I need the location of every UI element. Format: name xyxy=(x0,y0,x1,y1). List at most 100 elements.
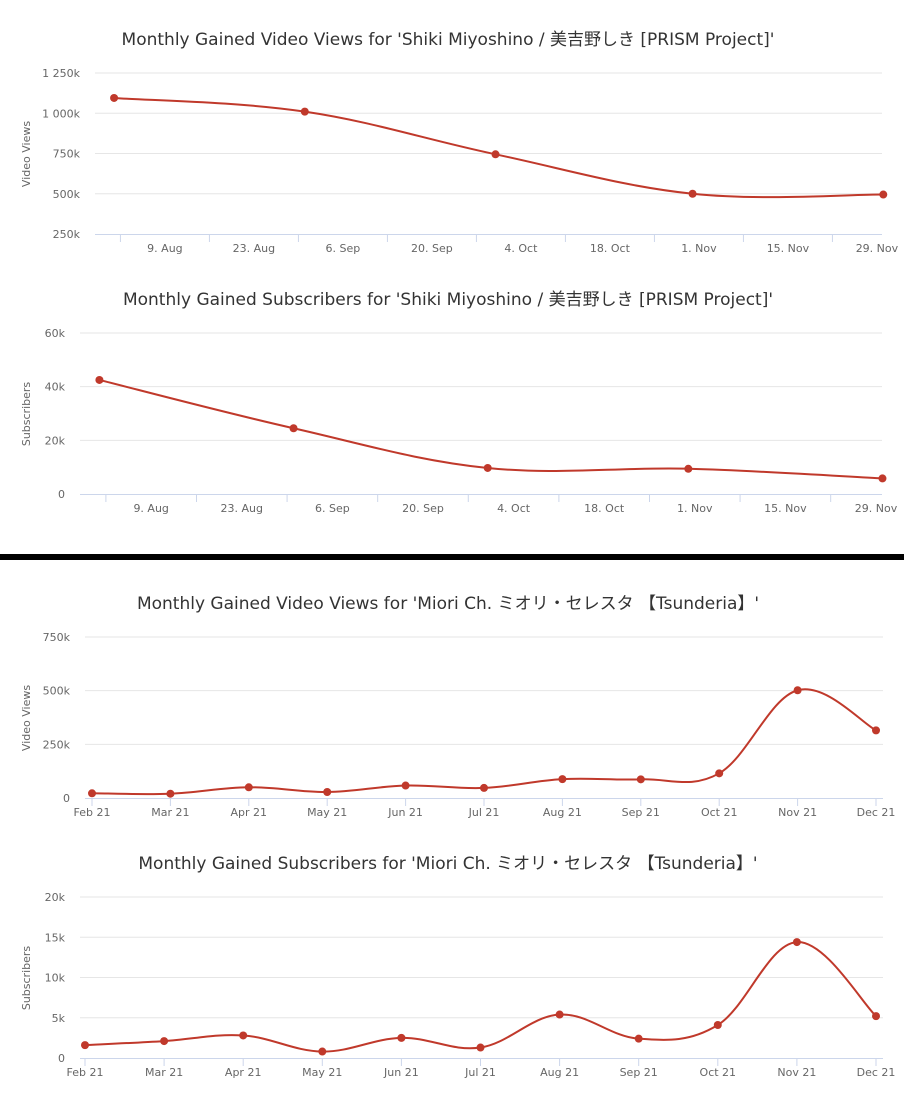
data-point xyxy=(634,1034,643,1043)
data-point xyxy=(95,375,104,384)
x-tick-label: 23. Aug xyxy=(221,502,263,515)
data-point xyxy=(160,1037,169,1046)
x-tick-label: Nov 21 xyxy=(778,806,817,819)
y-tick-label: 10k xyxy=(45,972,66,985)
shiki-video-views-chart: Monthly Gained Video Views for 'Shiki Mi… xyxy=(20,30,899,255)
data-point xyxy=(792,938,801,947)
x-tick-label: 20. Sep xyxy=(411,242,453,255)
data-point xyxy=(239,1031,248,1040)
y-tick-label: 250k xyxy=(53,228,81,241)
y-tick-label: 40k xyxy=(45,381,66,394)
x-tick-label: Apr 21 xyxy=(225,1066,262,1079)
y-tick-label: 500k xyxy=(53,188,81,201)
data-point xyxy=(878,474,887,483)
data-point xyxy=(684,464,693,473)
data-point xyxy=(483,463,492,472)
miori-video-views-chart: Monthly Gained Video Views for 'Miori Ch… xyxy=(20,594,895,819)
y-tick-label: 20k xyxy=(45,434,66,447)
y-tick-label: 750k xyxy=(53,148,81,161)
series-line xyxy=(99,378,883,480)
data-point xyxy=(715,769,724,778)
data-point xyxy=(480,783,488,792)
data-point xyxy=(318,1047,327,1056)
x-tick-label: 18. Oct xyxy=(584,502,625,515)
miori-subscribers-chart: Monthly Gained Subscribers for 'Miori Ch… xyxy=(20,854,895,1079)
x-tick-label: Jun 21 xyxy=(383,1066,419,1079)
x-tick-label: May 21 xyxy=(302,1066,342,1079)
y-tick-label: 750k xyxy=(43,631,71,644)
data-point xyxy=(555,1010,564,1019)
x-tick-label: 1. Nov xyxy=(681,242,717,255)
x-tick-label: Jul 21 xyxy=(464,1066,496,1079)
data-point xyxy=(401,781,410,790)
section-divider xyxy=(0,554,904,560)
data-point xyxy=(397,1033,406,1042)
data-point xyxy=(289,424,298,433)
x-tick-label: Aug 21 xyxy=(543,806,582,819)
x-tick-label: Dec 21 xyxy=(857,806,896,819)
x-tick-label: 29. Nov xyxy=(855,502,898,515)
data-point xyxy=(793,686,802,695)
data-point xyxy=(558,775,567,784)
data-point xyxy=(244,783,253,792)
x-tick-label: Oct 21 xyxy=(701,806,738,819)
y-axis-title: Subscribers xyxy=(20,382,33,447)
x-tick-label: Apr 21 xyxy=(231,806,268,819)
data-point xyxy=(879,190,888,199)
x-tick-label: 23. Aug xyxy=(233,242,275,255)
x-tick-label: Sep 21 xyxy=(622,806,660,819)
chart-title: Monthly Gained Subscribers for 'Miori Ch… xyxy=(138,854,757,874)
y-tick-label: 1 250k xyxy=(42,67,80,80)
y-tick-label: 500k xyxy=(43,685,71,698)
x-tick-label: 6. Sep xyxy=(315,502,350,515)
data-point xyxy=(491,150,500,159)
shiki-subscribers-chart: Monthly Gained Subscribers for 'Shiki Mi… xyxy=(20,290,898,515)
x-tick-label: Jun 21 xyxy=(387,806,423,819)
y-axis-title: Video Views xyxy=(20,121,33,187)
series-line xyxy=(84,941,877,1053)
x-tick-label: Jul 21 xyxy=(468,806,500,819)
x-tick-label: Feb 21 xyxy=(74,806,111,819)
data-point xyxy=(81,1041,89,1050)
data-point xyxy=(872,726,880,735)
x-tick-label: Oct 21 xyxy=(700,1066,737,1079)
x-tick-label: 15. Nov xyxy=(764,502,807,515)
data-point xyxy=(688,189,697,198)
y-tick-label: 5k xyxy=(52,1012,66,1025)
x-tick-label: 9. Aug xyxy=(133,502,168,515)
x-tick-label: 1. Nov xyxy=(677,502,713,515)
x-tick-label: 9. Aug xyxy=(147,242,182,255)
data-point xyxy=(166,789,175,798)
y-tick-label: 1 000k xyxy=(42,107,80,120)
y-tick-label: 0 xyxy=(58,488,65,501)
data-point xyxy=(323,787,332,796)
x-tick-label: 4. Oct xyxy=(504,242,538,255)
data-point xyxy=(713,1020,722,1029)
x-tick-label: 20. Sep xyxy=(402,502,444,515)
x-tick-label: Dec 21 xyxy=(857,1066,896,1079)
y-axis-title: Subscribers xyxy=(20,946,33,1011)
x-tick-label: 18. Oct xyxy=(590,242,631,255)
data-point xyxy=(300,107,309,116)
x-tick-label: 29. Nov xyxy=(856,242,899,255)
data-point xyxy=(110,93,119,102)
data-point xyxy=(476,1043,485,1052)
y-tick-label: 0 xyxy=(58,1052,65,1065)
x-tick-label: Nov 21 xyxy=(777,1066,816,1079)
data-point xyxy=(872,1012,880,1021)
chart-title: Monthly Gained Video Views for 'Miori Ch… xyxy=(137,594,759,614)
x-tick-label: Mar 21 xyxy=(145,1066,183,1079)
x-tick-label: Aug 21 xyxy=(540,1066,579,1079)
chart-title: Monthly Gained Video Views for 'Shiki Mi… xyxy=(122,30,775,50)
x-tick-label: 6. Sep xyxy=(326,242,361,255)
series-line xyxy=(91,688,877,796)
y-tick-label: 60k xyxy=(45,327,66,340)
data-point xyxy=(88,789,96,798)
y-axis-title: Video Views xyxy=(20,685,33,751)
x-tick-label: 4. Oct xyxy=(497,502,531,515)
y-tick-label: 20k xyxy=(45,891,66,904)
y-tick-label: 0 xyxy=(63,792,70,805)
data-point xyxy=(636,775,645,784)
x-tick-label: May 21 xyxy=(307,806,347,819)
